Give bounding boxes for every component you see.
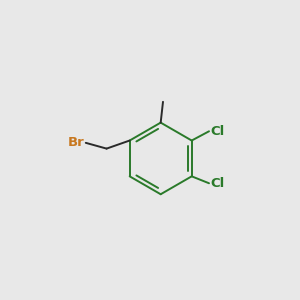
Text: Br: Br xyxy=(68,136,85,149)
Text: Cl: Cl xyxy=(210,177,224,190)
Text: Cl: Cl xyxy=(210,125,224,138)
